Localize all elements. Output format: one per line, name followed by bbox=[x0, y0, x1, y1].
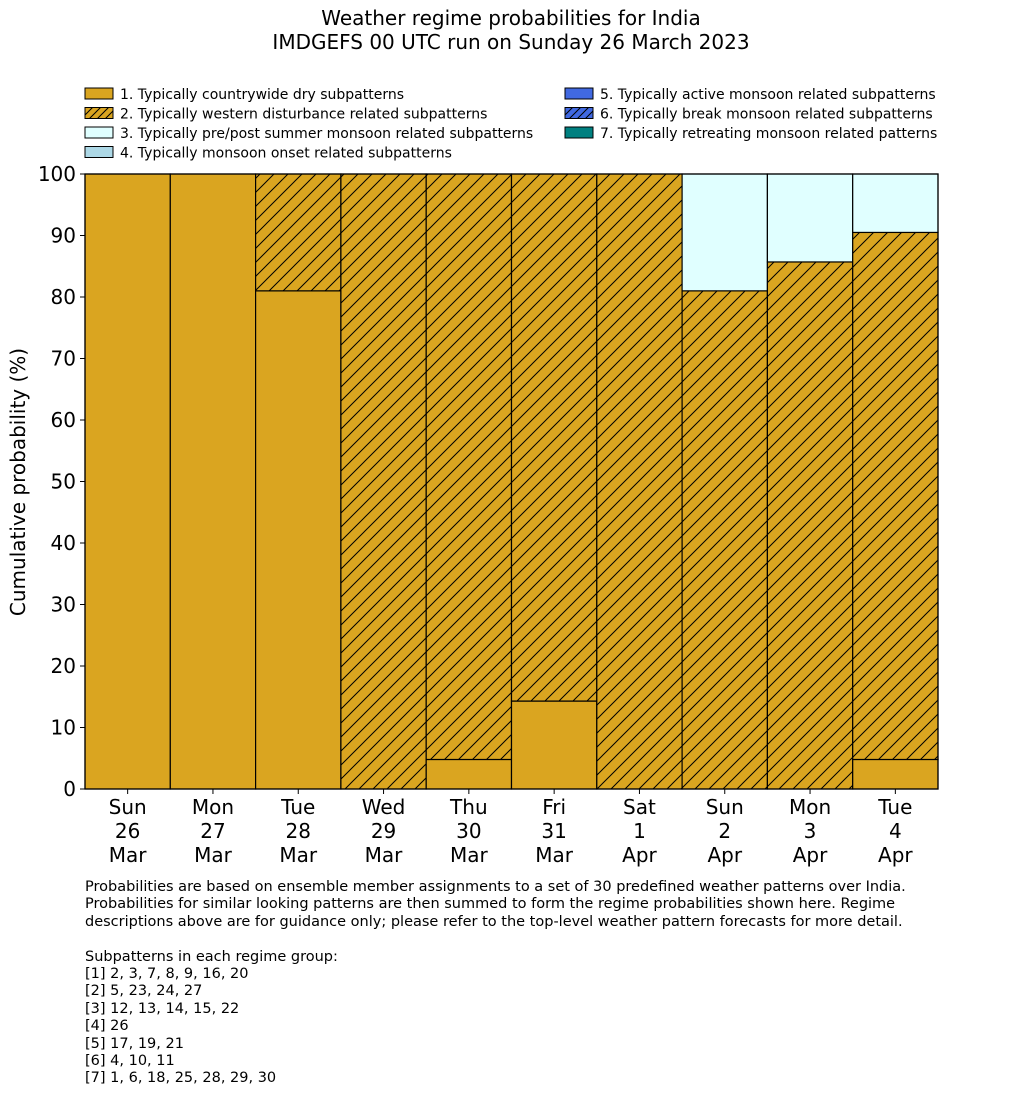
notes-line: Probabilities for similar looking patter… bbox=[85, 896, 896, 913]
group-line: [3] 12, 13, 14, 15, 22 bbox=[85, 1000, 240, 1017]
bar-segment bbox=[169, 173, 257, 790]
legend-swatch bbox=[564, 126, 594, 139]
legend-swatch-hatch bbox=[85, 107, 113, 119]
bar-hatch bbox=[767, 261, 853, 789]
legend-label: 3. Typically pre/post summer monsoon rel… bbox=[120, 126, 533, 142]
x-tick-label: Mar bbox=[109, 843, 148, 867]
y-tick-label: 40 bbox=[51, 531, 76, 555]
bar-segment bbox=[255, 290, 342, 790]
y-tick-label: 100 bbox=[38, 162, 76, 186]
bar-hatch bbox=[340, 174, 427, 789]
x-tick-label: Mar bbox=[450, 843, 489, 867]
legend-swatch bbox=[84, 126, 114, 139]
legend-swatch bbox=[84, 87, 114, 100]
bar-segment bbox=[852, 758, 939, 790]
x-tick-label: Sat bbox=[623, 795, 656, 819]
bar-segment bbox=[852, 173, 939, 234]
group-line: [4] 26 bbox=[85, 1018, 129, 1035]
bar-hatch bbox=[255, 174, 341, 291]
x-tick-label: Mar bbox=[279, 843, 318, 867]
bars bbox=[84, 173, 939, 790]
y-tick-label: 90 bbox=[51, 224, 76, 248]
group-line: [1] 2, 3, 7, 8, 9, 16, 20 bbox=[85, 966, 249, 983]
x-tick-label: Tue bbox=[877, 795, 912, 819]
group-line: [6] 4, 10, 11 bbox=[85, 1053, 175, 1070]
bar-segment bbox=[425, 758, 513, 790]
y-tick-label: 50 bbox=[51, 470, 76, 494]
legend-swatch bbox=[84, 146, 114, 158]
axes: 0102030405060708090100Sun26MarMon27MarTu… bbox=[38, 162, 939, 867]
notes-line: Probabilities are based on ensemble memb… bbox=[85, 879, 906, 895]
bar-hatch bbox=[596, 174, 683, 789]
bar-hatch bbox=[682, 290, 768, 789]
legend-swatch-hatch bbox=[565, 107, 593, 119]
x-tick-label: 27 bbox=[200, 819, 225, 843]
bar-hatch bbox=[426, 174, 512, 760]
x-tick-label: Apr bbox=[707, 843, 742, 867]
legend-label: 6. Typically break monsoon related subpa… bbox=[600, 107, 933, 123]
bar-hatch bbox=[511, 174, 597, 702]
notes: Probabilities are based on ensemble memb… bbox=[85, 879, 985, 1088]
y-tick-label: 30 bbox=[51, 593, 76, 617]
x-tick-label: Apr bbox=[622, 843, 657, 867]
x-tick-label: Mar bbox=[535, 843, 574, 867]
x-tick-label: Sun bbox=[109, 795, 147, 819]
chart-title: Weather regime probabilities for India bbox=[321, 6, 701, 30]
y-tick-label: 20 bbox=[51, 654, 76, 678]
x-tick-label: 1 bbox=[633, 819, 646, 843]
legend: 1. Typically countrywide dry subpatterns… bbox=[84, 87, 937, 162]
bar-segment bbox=[766, 173, 854, 263]
x-tick-label: Sun bbox=[706, 795, 744, 819]
y-tick-label: 60 bbox=[51, 408, 76, 432]
x-tick-label: 3 bbox=[804, 819, 817, 843]
groups-heading: Subpatterns in each regime group: bbox=[85, 948, 338, 965]
x-tick-label: Wed bbox=[362, 795, 406, 819]
x-tick-label: Apr bbox=[793, 843, 828, 867]
x-tick-label: Mon bbox=[789, 795, 831, 819]
y-axis-label: Cumulative probability (%) bbox=[6, 348, 30, 616]
legend-label: 2. Typically western disturbance related… bbox=[120, 107, 487, 123]
y-tick-label: 0 bbox=[63, 777, 76, 801]
x-tick-label: Tue bbox=[280, 795, 315, 819]
legend-swatch bbox=[564, 87, 594, 100]
bar-hatch bbox=[852, 232, 938, 760]
x-tick-label: Fri bbox=[542, 795, 566, 819]
x-tick-label: 31 bbox=[541, 819, 566, 843]
x-tick-label: Mar bbox=[365, 843, 404, 867]
x-tick-label: 2 bbox=[718, 819, 731, 843]
y-tick-label: 70 bbox=[51, 347, 76, 371]
legend-label: 1. Typically countrywide dry subpatterns bbox=[120, 87, 404, 103]
x-tick-label: Mon bbox=[192, 795, 234, 819]
x-tick-label: Apr bbox=[878, 843, 913, 867]
notes-line: descriptions above are for guidance only… bbox=[85, 913, 903, 930]
y-tick-label: 80 bbox=[51, 285, 76, 309]
x-tick-label: Mar bbox=[194, 843, 233, 867]
bar-segment bbox=[681, 173, 768, 292]
group-line: [5] 17, 19, 21 bbox=[85, 1035, 184, 1052]
y-tick-label: 10 bbox=[51, 716, 76, 740]
legend-label: 7. Typically retreating monsoon related … bbox=[600, 126, 937, 142]
legend-label: 5. Typically active monsoon related subp… bbox=[600, 87, 936, 103]
group-line: [2] 5, 23, 24, 27 bbox=[85, 983, 203, 1000]
bar-segment bbox=[510, 700, 598, 790]
x-tick-label: 26 bbox=[115, 819, 140, 843]
x-tick-label: 4 bbox=[889, 819, 902, 843]
x-tick-label: Thu bbox=[449, 795, 488, 819]
x-tick-label: 29 bbox=[371, 819, 396, 843]
legend-label: 4. Typically monsoon onset related subpa… bbox=[120, 146, 452, 162]
bar-segment bbox=[84, 173, 171, 790]
x-tick-label: 30 bbox=[456, 819, 481, 843]
chart-subtitle: IMDGEFS 00 UTC run on Sunday 26 March 20… bbox=[272, 30, 749, 54]
x-tick-label: 28 bbox=[286, 819, 311, 843]
group-line: [7] 1, 6, 18, 25, 28, 29, 30 bbox=[85, 1070, 277, 1087]
